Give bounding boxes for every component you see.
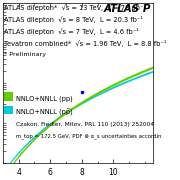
Text: Czakon, Fiedler, Mitov, PRL 110 (2013) 252004: Czakon, Fiedler, Mitov, PRL 110 (2013) 2… xyxy=(16,122,154,127)
Text: Tevatron combined*  √s = 1.96 TeV,  L = 8.8 fb⁻¹: Tevatron combined* √s = 1.96 TeV, L = 8.… xyxy=(4,40,167,47)
Text: NNLO+NNLL (pp): NNLO+NNLL (pp) xyxy=(16,95,73,102)
Text: ATLAS dilepton  √s = 8 TeV,  L = 20.3 fb⁻¹: ATLAS dilepton √s = 8 TeV, L = 20.3 fb⁻¹ xyxy=(4,16,143,23)
Text: NNLO+NNLL (pp̅): NNLO+NNLL (pp̅) xyxy=(16,109,73,116)
Bar xyxy=(4,92,13,101)
Text: m_top = 172.5 GeV, PDF ⊗ α_s uncertainties accordin: m_top = 172.5 GeV, PDF ⊗ α_s uncertainti… xyxy=(16,134,162,139)
Bar xyxy=(4,105,13,114)
Text: * Preliminary: * Preliminary xyxy=(4,52,46,57)
Text: ATLAS dilepton  √s = 7 TeV,  L = 4.6 fb⁻¹: ATLAS dilepton √s = 7 TeV, L = 4.6 fb⁻¹ xyxy=(4,28,139,35)
Text: ATLAS dilepton*  √s = 13 TeV,  L = 78 pb⁻¹: ATLAS dilepton* √s = 13 TeV, L = 78 pb⁻¹ xyxy=(4,4,146,11)
Text: ATLAS P: ATLAS P xyxy=(104,4,151,14)
